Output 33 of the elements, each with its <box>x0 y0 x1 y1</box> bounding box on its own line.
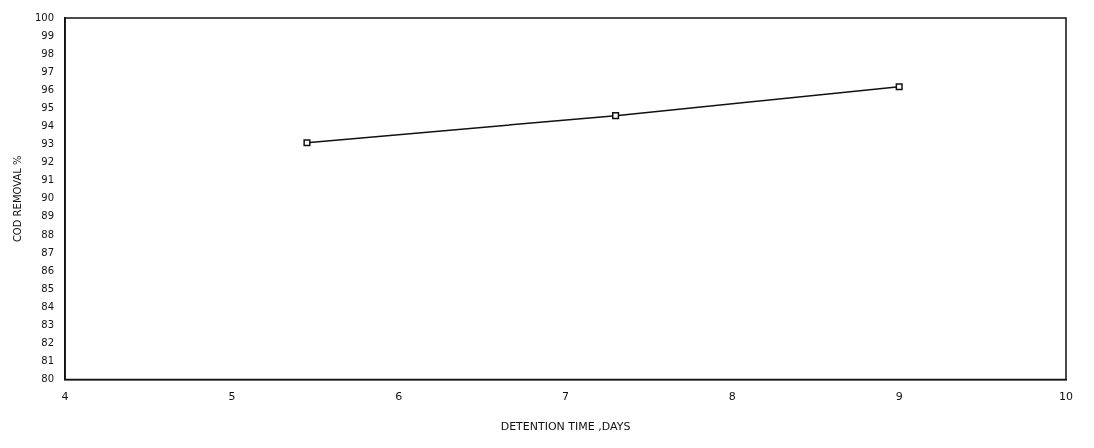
x-tick-label: 8 <box>728 390 736 404</box>
x-tick-label: 5 <box>228 390 236 404</box>
y-tick-label: 96 <box>41 83 55 95</box>
y-tick-label: 92 <box>41 156 55 168</box>
x-tick-label: 6 <box>395 390 403 404</box>
y-tick-label: 98 <box>41 47 55 59</box>
x-axis-title: DETENTION TIME ,DAYS <box>500 420 631 434</box>
y-tick-label: 91 <box>41 174 55 186</box>
y-tick-label: 83 <box>41 318 55 330</box>
x-tick-label: 10 <box>1059 390 1073 404</box>
y-tick-label: 80 <box>41 373 55 385</box>
x-tick-label: 9 <box>895 390 903 404</box>
x-tick-label: 4 <box>61 390 69 404</box>
y-tick-label: 90 <box>41 192 55 204</box>
x-tick-label: 7 <box>562 390 570 404</box>
y-tick-label: 100 <box>34 11 55 23</box>
y-tick-label: 88 <box>41 228 55 240</box>
y-tick-label: 86 <box>41 264 55 276</box>
y-tick-label: 81 <box>41 355 55 367</box>
y-tick-label: 93 <box>41 138 55 150</box>
y-tick-label: 95 <box>41 101 55 113</box>
y-tick-label: 82 <box>41 337 55 349</box>
y-tick-label: 85 <box>41 282 55 294</box>
point <box>303 139 311 147</box>
point <box>612 112 620 120</box>
y-tick-label: 97 <box>41 65 55 77</box>
y-tick-label: 94 <box>41 120 55 132</box>
y-tick-label: 87 <box>41 246 55 258</box>
point <box>895 83 903 91</box>
y-tick-label: 89 <box>41 210 55 222</box>
y-tick-label: 84 <box>41 300 55 312</box>
y-axis-title: COD REMOVAL % <box>11 155 23 243</box>
y-tick-label: 99 <box>41 29 55 41</box>
